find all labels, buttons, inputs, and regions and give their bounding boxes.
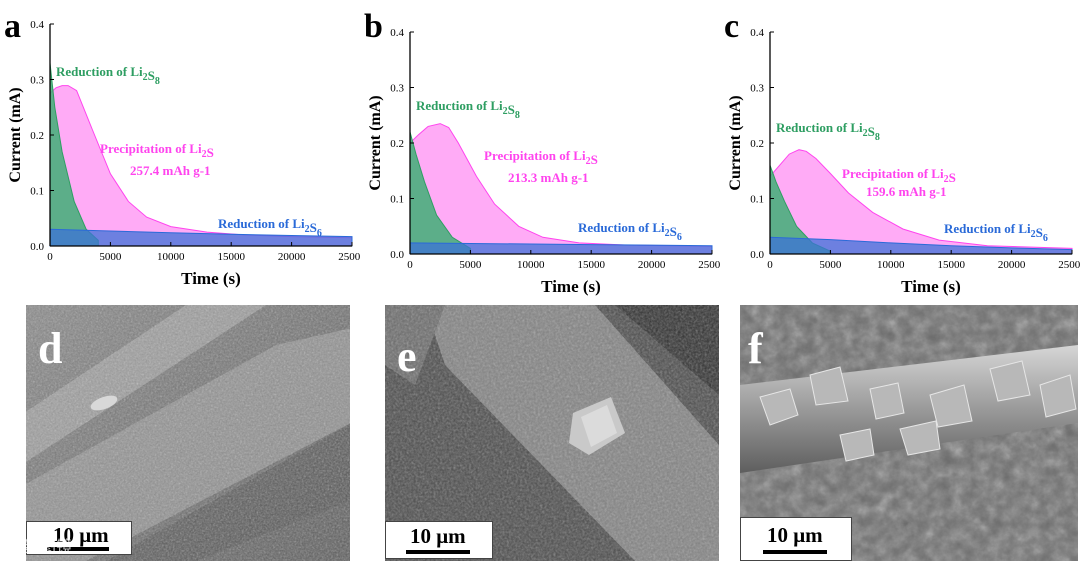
annotation-li2s: Precipitation of Li2S xyxy=(484,148,598,167)
annotation-li2s8: Reduction of Li2S8 xyxy=(776,120,880,143)
annotation-capacity: 213.3 mAh g-1 xyxy=(508,170,589,185)
y-tick-label: 0.4 xyxy=(30,19,44,31)
x-axis-label: Time (s) xyxy=(901,277,961,296)
watermark-text: 八数图镜 xyxy=(8,537,73,556)
annotation-capacity: 257.4 mAh g-1 xyxy=(130,163,211,178)
x-tick-label: 15000 xyxy=(577,259,605,271)
panel-letter-f: f xyxy=(748,324,763,373)
x-tick-label: 0 xyxy=(47,251,53,263)
y-tick-label: 0.0 xyxy=(30,241,44,253)
y-tick-label: 0.2 xyxy=(750,138,764,150)
annotation-li2s8: Reduction of Li2S8 xyxy=(416,98,520,121)
panel-letter-c: c xyxy=(724,8,740,45)
y-tick-label: 0.3 xyxy=(390,83,404,95)
y-axis-label: Current (mA) xyxy=(7,87,24,182)
y-tick-label: 0.3 xyxy=(750,83,764,95)
x-tick-label: 15000 xyxy=(217,251,245,263)
y-tick-label: 0.2 xyxy=(30,130,44,142)
y-axis-label: Current (mA) xyxy=(727,95,744,190)
annotation-capacity: 159.6 mAh g-1 xyxy=(866,184,947,199)
y-tick-label: 0.2 xyxy=(390,138,404,150)
panel-letter-e: e xyxy=(397,332,417,381)
sem-image-f: f 10 μm xyxy=(740,305,1078,561)
x-tick-label: 5000 xyxy=(819,259,842,271)
x-tick-label: 10000 xyxy=(517,259,545,271)
panel-letter-b: b xyxy=(364,8,383,45)
sem-image-d: d 10 μm xyxy=(26,305,350,561)
x-tick-label: 5000 xyxy=(99,251,122,263)
x-tick-label: 5000 xyxy=(459,259,482,271)
x-tick-label: 20000 xyxy=(998,259,1026,271)
sem-texture-f xyxy=(740,305,1078,561)
x-tick-label: 0 xyxy=(767,259,773,271)
annotation-li2s6: Reduction of Li2S6 xyxy=(578,220,682,243)
x-tick-label: 20000 xyxy=(638,259,666,271)
y-tick-label: 0.3 xyxy=(30,75,44,87)
x-tick-label: 0 xyxy=(407,259,413,271)
x-axis-label: Time (s) xyxy=(181,269,241,288)
y-tick-label: 0.4 xyxy=(390,27,404,39)
y-tick-label: 0.1 xyxy=(750,194,764,206)
scale-bar-d: 10 μm xyxy=(26,521,132,555)
scale-bar-label-d: 10 μm xyxy=(53,523,109,547)
scale-bar-line-d xyxy=(47,547,109,551)
annotation-li2s8: Reduction of Li2S8 xyxy=(56,64,160,87)
annotation-li2s: Precipitation of Li2S xyxy=(100,141,214,160)
y-tick-label: 0.0 xyxy=(750,249,764,261)
scale-bar-f: 10 μm xyxy=(740,517,852,561)
y-tick-label: 0.1 xyxy=(30,186,44,198)
x-tick-label: 15000 xyxy=(937,259,965,271)
x-axis-label: Time (s) xyxy=(541,277,601,296)
area-li2s-c xyxy=(769,149,1073,255)
scale-bar-line-e xyxy=(406,550,470,554)
scale-bar-label-f: 10 μm xyxy=(767,523,823,547)
scale-bar-label-e: 10 μm xyxy=(410,524,466,548)
scale-bar-e: 10 μm xyxy=(385,521,493,559)
area-li2s6-b xyxy=(409,242,713,255)
panel-letter-a: a xyxy=(4,8,21,45)
sem-texture-d xyxy=(26,305,350,561)
y-tick-label: 0.0 xyxy=(390,249,404,261)
annotation-li2s6: Reduction of Li2S6 xyxy=(218,216,322,239)
annotation-li2s6: Reduction of Li2S6 xyxy=(944,221,1048,244)
x-tick-label: 10000 xyxy=(877,259,905,271)
x-tick-label: 10000 xyxy=(157,251,185,263)
sem-image-e: e 10 μm xyxy=(385,305,719,561)
panel-letter-d: d xyxy=(38,324,63,373)
x-tick-label: 20000 xyxy=(278,251,306,263)
annotation-li2s: Precipitation of Li2S xyxy=(842,166,956,185)
y-axis-label: Current (mA) xyxy=(367,95,384,190)
sem-texture-e xyxy=(385,305,719,561)
y-tick-label: 0.4 xyxy=(750,27,764,39)
scale-bar-line-f xyxy=(763,550,827,554)
y-tick-label: 0.1 xyxy=(390,194,404,206)
